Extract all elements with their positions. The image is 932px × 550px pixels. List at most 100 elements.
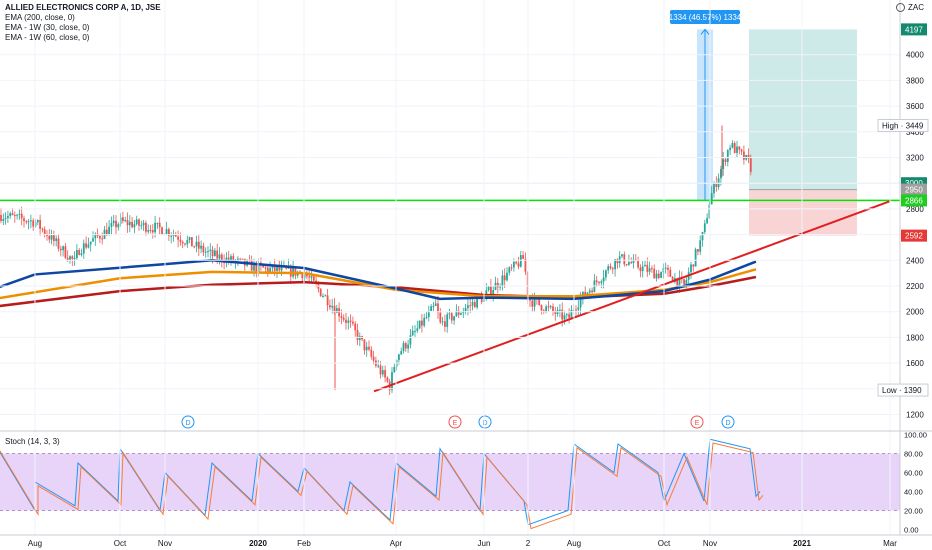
stoch-tick-label: 40.00 — [904, 488, 923, 497]
candle-body — [66, 257, 69, 261]
candle-body — [492, 289, 495, 295]
candle-body — [135, 219, 138, 225]
candle-body — [347, 320, 350, 323]
candle-body — [418, 320, 421, 329]
candle-body — [59, 248, 62, 251]
candle-body — [607, 266, 610, 271]
stoch-tick-label: 80.00 — [904, 450, 923, 459]
candle-body — [99, 236, 101, 239]
candle-body — [138, 219, 140, 226]
price-tick-label: 2400 — [906, 256, 924, 265]
candle-body — [740, 149, 743, 152]
candle-body — [561, 309, 564, 320]
candle-body — [584, 291, 587, 296]
time-tick-label: Feb — [297, 539, 311, 548]
candle-body — [437, 303, 439, 313]
candle-body — [211, 249, 214, 257]
target-zone — [749, 29, 857, 190]
candle-body — [345, 319, 347, 323]
price-pane[interactable]: 1334 (46.57%) 1334 D E D E D — [0, 10, 900, 429]
event-circle — [478, 415, 492, 429]
candle-body — [342, 317, 345, 320]
price-tag-label: 4197 — [905, 25, 923, 34]
candle-body — [630, 262, 633, 264]
candle-body — [25, 221, 28, 223]
candle-body — [87, 244, 90, 248]
candle-body — [501, 275, 504, 286]
candle-body — [333, 305, 336, 313]
extreme-label: Low · 1390 — [882, 386, 922, 395]
candle-body — [503, 275, 506, 281]
candle-body — [398, 354, 400, 360]
price-tick-label: 1600 — [906, 359, 924, 368]
candle-body — [469, 305, 472, 307]
candle-body — [262, 265, 265, 268]
candle-body — [611, 268, 614, 270]
candle-body — [358, 336, 361, 341]
candle-body — [609, 266, 612, 269]
candle-body — [80, 253, 83, 255]
stochastic-pane[interactable] — [0, 438, 900, 530]
candle-body — [124, 220, 127, 222]
time-tick-label: Nov — [703, 539, 717, 548]
candle-body — [648, 268, 651, 272]
candle-body — [722, 159, 725, 170]
candle-body — [400, 351, 403, 355]
candle-body — [554, 311, 557, 314]
candle-body — [319, 288, 322, 297]
price-tag-label: 2950 — [905, 186, 923, 195]
event-marker[interactable]: D — [478, 415, 492, 429]
candle-body — [618, 256, 621, 264]
candle-body — [747, 155, 750, 159]
currency-label[interactable]: ZAC — [896, 3, 924, 13]
candle-body — [73, 258, 76, 260]
candle-body — [448, 313, 451, 315]
candle-body — [115, 220, 117, 228]
event-marker[interactable]: E — [448, 415, 462, 429]
candle-body — [485, 290, 488, 295]
candle-body — [733, 143, 736, 153]
price-tag — [901, 183, 927, 196]
candle-body — [430, 306, 432, 311]
candle-body — [699, 240, 702, 252]
candle-body — [480, 297, 483, 302]
candle-body — [409, 335, 412, 345]
candle-body — [142, 222, 145, 226]
candle-body — [602, 277, 605, 282]
stoch-d-line — [0, 442, 764, 530]
candle-body — [701, 232, 704, 241]
candle-body — [616, 259, 619, 264]
extreme-tag — [877, 383, 929, 397]
candle-body — [365, 346, 368, 351]
candle-body — [110, 223, 113, 227]
chart-legend: ALLIED ELECTRONICS CORP A, 1D, JSE EMA (… — [5, 3, 161, 43]
candle-body — [78, 250, 81, 255]
ema30w-line — [0, 259, 757, 301]
candle-body — [726, 150, 729, 162]
candle-body — [27, 221, 30, 223]
candle-body — [266, 267, 269, 272]
event-marker[interactable]: D — [721, 415, 735, 429]
candle-body — [577, 307, 580, 310]
candle-body — [46, 234, 48, 237]
stoch-tick-label: 20.00 — [904, 507, 923, 516]
candle-body — [13, 215, 16, 217]
candle-body — [641, 266, 644, 272]
candle-body — [690, 264, 692, 273]
candle-body — [506, 272, 508, 281]
stoch-tick-label: 0.00 — [904, 526, 919, 535]
candle-body — [119, 217, 122, 225]
candle-body — [565, 314, 568, 316]
price-tag — [901, 194, 927, 207]
event-marker[interactable]: E — [690, 415, 704, 429]
candle-body — [200, 245, 202, 249]
candle-body — [230, 256, 232, 261]
candle-body — [227, 257, 230, 261]
alert-icon[interactable] — [896, 3, 905, 13]
candle-body — [294, 267, 297, 276]
event-marker[interactable]: D — [181, 415, 195, 429]
candle-body — [524, 258, 527, 272]
candle-body — [552, 306, 554, 312]
event-label: E — [695, 420, 700, 427]
